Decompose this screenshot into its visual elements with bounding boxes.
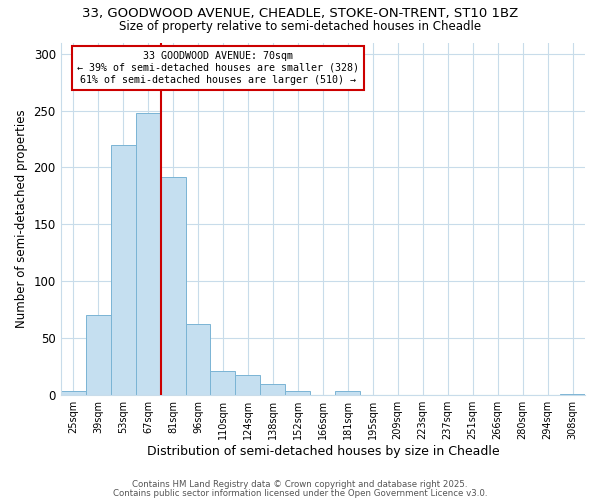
Bar [110,145,136,394]
Text: 33, GOODWOOD AVENUE, CHEADLE, STOKE-ON-TRENT, ST10 1BZ: 33, GOODWOOD AVENUE, CHEADLE, STOKE-ON-T… [82,8,518,20]
Bar [185,324,211,394]
Text: Contains HM Land Registry data © Crown copyright and database right 2025.: Contains HM Land Registry data © Crown c… [132,480,468,489]
Bar [161,176,185,394]
Bar [61,392,86,394]
Text: Size of property relative to semi-detached houses in Cheadle: Size of property relative to semi-detach… [119,20,481,33]
Bar [235,376,260,394]
Bar [211,371,235,394]
Bar [335,392,360,394]
Bar [260,384,286,394]
Y-axis label: Number of semi-detached properties: Number of semi-detached properties [15,110,28,328]
Text: 33 GOODWOOD AVENUE: 70sqm
← 39% of semi-detached houses are smaller (328)
61% of: 33 GOODWOOD AVENUE: 70sqm ← 39% of semi-… [77,52,359,84]
X-axis label: Distribution of semi-detached houses by size in Cheadle: Distribution of semi-detached houses by … [146,444,499,458]
Bar [86,315,110,394]
Bar [136,113,161,394]
Text: Contains public sector information licensed under the Open Government Licence v3: Contains public sector information licen… [113,488,487,498]
Bar [286,392,310,394]
